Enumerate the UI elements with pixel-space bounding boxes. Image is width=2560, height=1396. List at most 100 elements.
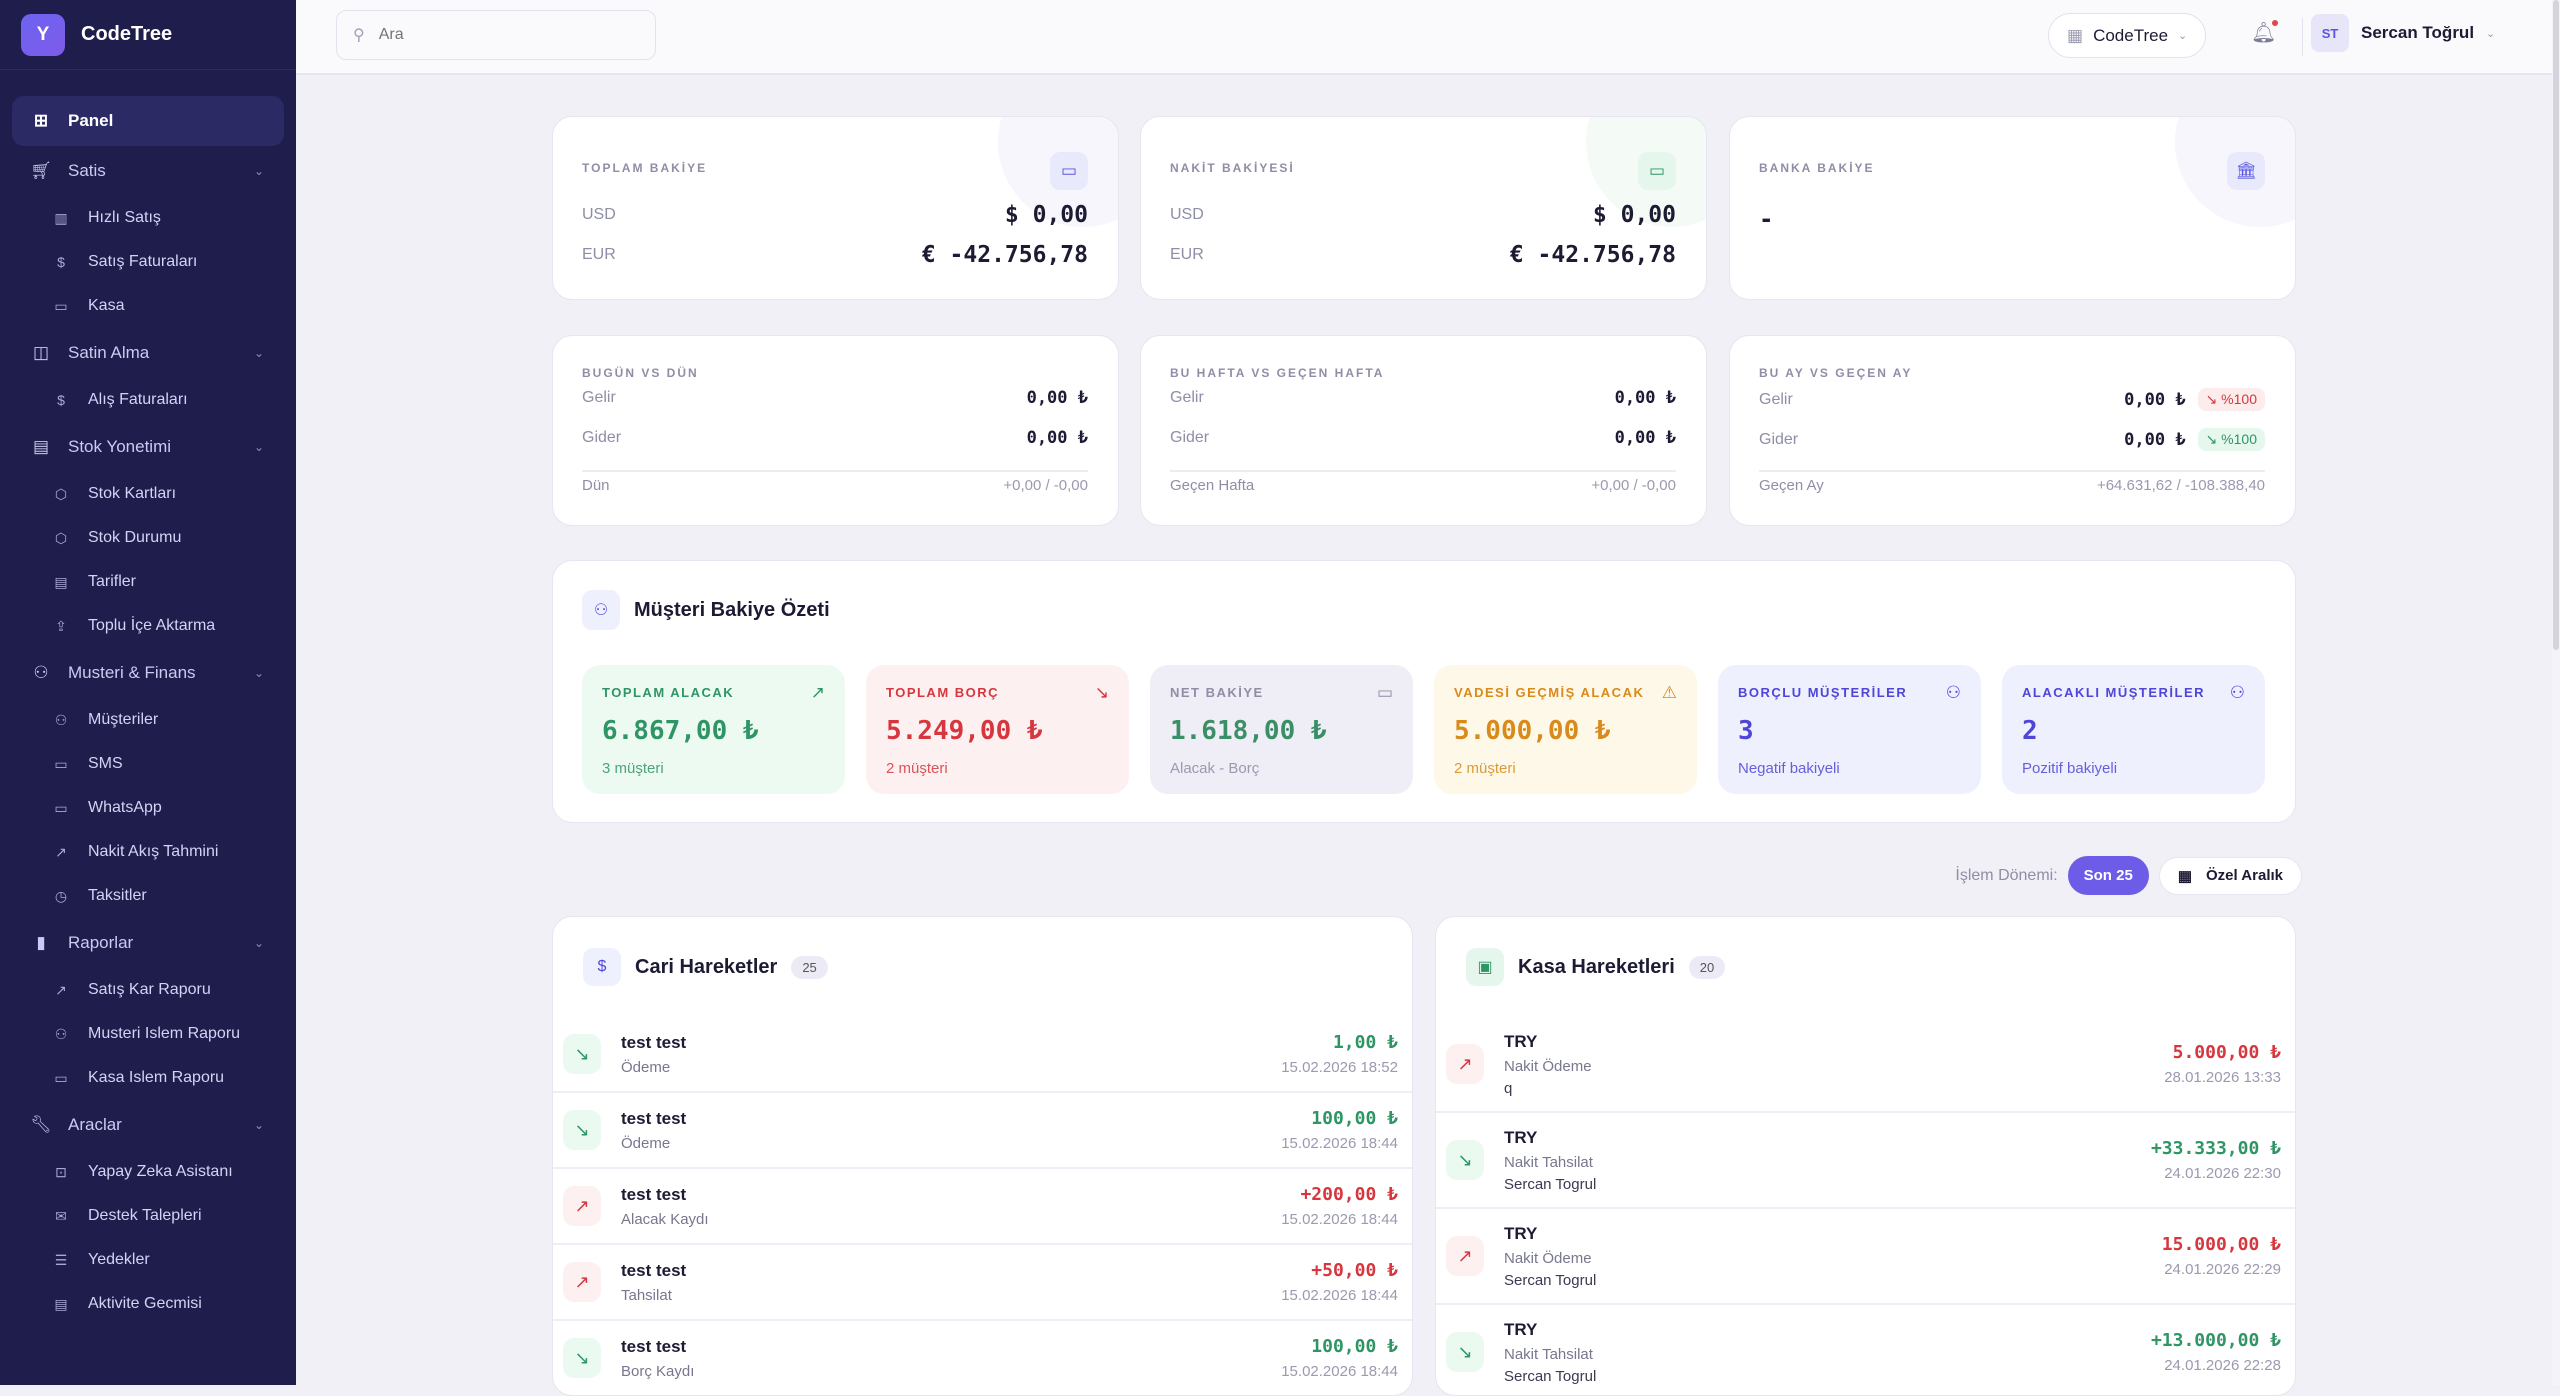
sidebar-subitem-yedekler[interactable]: ☰ Yedekler xyxy=(0,1238,296,1282)
sidebar-subitem-tarifler[interactable]: ▤ Tarifler xyxy=(0,560,296,604)
sidebar-item-musteri-finans[interactable]: ⚇ Musteri & Finans ⌄ xyxy=(12,648,284,698)
chevron-down-icon[interactable]: ⌄ xyxy=(253,440,264,454)
transaction-info: TRY Nakit Tahsilat Sercan Togrul xyxy=(1504,1128,2151,1193)
summary-label: VADESİ GEÇMİŞ ALACAK xyxy=(1454,685,1645,700)
sidebar-subitem-yapay-zeka-asistan-[interactable]: ⊡ Yapay Zeka Asistanı xyxy=(0,1150,296,1194)
sidebar-subitem-kasa-islem-raporu[interactable]: ▭ Kasa Islem Raporu xyxy=(0,1056,296,1100)
sidebar-subitem-aktivite-gecmisi[interactable]: ▤ Aktivite Gecmisi xyxy=(0,1282,296,1326)
transaction-name: test test xyxy=(621,1184,687,1204)
sidebar-subitem-stok-durumu[interactable]: ⬡ Stok Durumu xyxy=(0,516,296,560)
transaction-type: Ödeme xyxy=(621,1058,671,1076)
transaction-type: Alacak Kaydı xyxy=(621,1210,709,1228)
transaction-date: 15.02.2026 18:44 xyxy=(1281,1363,1398,1380)
sidebar-subitem-nakit-ak-tahmini[interactable]: ↗ Nakit Akış Tahmini xyxy=(0,830,296,874)
chevron-down-icon[interactable]: ⌄ xyxy=(253,346,264,360)
transaction-row[interactable]: ↘ TRY Nakit Tahsilat Sercan Togrul +13.000,0… xyxy=(1436,1305,2295,1395)
change-badge: ↘ %100 xyxy=(2197,388,2265,411)
summary-card[interactable]: TOPLAM ALACAK ↗ 6.867,00 ₺ 3 müşteri xyxy=(582,665,845,794)
transaction-name: TRY xyxy=(1504,1223,1538,1243)
summary-card[interactable]: TOPLAM BORÇ ↘ 5.249,00 ₺ 2 müşteri xyxy=(866,665,1129,794)
summary-card[interactable]: ALACAKLI MÜŞTERİLER ⚇ 2 Pozitif bakiyeli xyxy=(2002,665,2265,794)
summary-icon: ⚇ xyxy=(2229,683,2245,702)
transaction-info: test test Ödeme xyxy=(621,1109,1281,1152)
sidebar-subitem-m-teriler[interactable]: ⚇ Müşteriler xyxy=(0,698,296,742)
chevron-down-icon[interactable]: ⌄ xyxy=(253,164,264,178)
sidebar-item-raporlar[interactable]: ▮ Raporlar ⌄ xyxy=(12,918,284,968)
transaction-row[interactable]: ↗ test test Tahsilat +50,00 ₺ 15.02.2026 18:… xyxy=(553,1245,1412,1321)
chevron-down-icon[interactable]: ⌄ xyxy=(253,936,264,950)
summary-subtext: Pozitif bakiyeli xyxy=(2022,760,2118,777)
users-icon: ⚇ xyxy=(33,663,49,682)
sidebar-subitem-musteri-islem-raporu[interactable]: ⚇ Musteri Islem Raporu xyxy=(0,1012,296,1056)
sidebar-subitem-destek-talepleri[interactable]: ✉ Destek Talepleri xyxy=(0,1194,296,1238)
transaction-date: 24.01.2026 22:28 xyxy=(2164,1357,2281,1374)
sidebar-subitem-al-faturalar-[interactable]: $ Alış Faturaları xyxy=(0,378,296,422)
expense-label: Gider xyxy=(1759,430,1799,448)
transaction-info: test test Alacak Kaydı xyxy=(621,1185,1281,1228)
sidebar-item-stok-yonetimi[interactable]: ▤ Stok Yonetimi ⌄ xyxy=(12,422,284,472)
income-amount: 0,00 ₺ xyxy=(1026,388,1088,408)
box-icon: ⬡ xyxy=(54,529,68,546)
last-25-button[interactable]: Son 25 xyxy=(2067,856,2149,895)
summary-card[interactable]: BORÇLU MÜŞTERİLER ⚇ 3 Negatif bakiyeli xyxy=(1718,665,1981,794)
custom-range-button[interactable]: ▦ Özel Aralık xyxy=(2158,856,2302,895)
chevron-down-icon[interactable]: ⌄ xyxy=(253,1118,264,1132)
avatar: ST xyxy=(2311,14,2349,52)
previous-row: Geçen Ay +64.631,62 / -108.388,40 xyxy=(1759,477,2265,494)
expense-amount: 0,00 ₺ xyxy=(1026,428,1088,448)
sidebar-subitem-sat-kar-raporu[interactable]: ↗ Satış Kar Raporu xyxy=(0,968,296,1012)
transaction-row[interactable]: ↘ test test Ödeme 100,00 ₺ 15.02.2026 18:44 xyxy=(553,1093,1412,1169)
sidebar-subitem-sat-faturalar-[interactable]: $ Satış Faturaları xyxy=(0,240,296,284)
period-label: İşlem Dönemi: xyxy=(1955,866,2058,884)
income-row: Gelir 0,00 ₺ xyxy=(1170,388,1676,408)
transaction-row[interactable]: ↘ test test Borç Kaydı 100,00 ₺ 15.02.2026 1… xyxy=(553,1321,1412,1395)
summary-label: BORÇLU MÜŞTERİLER xyxy=(1738,685,1908,700)
previous-row: Geçen Hafta +0,00 / -0,00 xyxy=(1170,477,1676,494)
company-selector[interactable]: ▦ CodeTree ⌄ xyxy=(2048,13,2207,58)
card-label: TOPLAM BAKİYE xyxy=(582,161,708,175)
transaction-row[interactable]: ↗ TRY Nakit Ödeme Sercan Togrul 15.000,00 ₺ 2… xyxy=(1436,1209,2295,1305)
notifications-button[interactable]: 🔔︎ xyxy=(2251,20,2279,45)
transaction-row[interactable]: ↗ TRY Nakit Ödeme q 5.000,00 ₺ 28.01.2026 13:… xyxy=(1436,1017,2295,1113)
sidebar-item-label: Taksitler xyxy=(88,887,147,904)
page-scrollbar[interactable] xyxy=(2552,0,2560,1385)
summary-card[interactable]: NET BAKİYE ▭ 1.618,00 ₺ Alacak - Borç xyxy=(1150,665,1413,794)
chevron-down-icon: ⌄ xyxy=(2486,27,2496,40)
bank-icon: 🏛︎ xyxy=(2227,152,2265,190)
section-title: Müşteri Bakiye Özeti xyxy=(634,598,830,621)
sidebar-item-panel[interactable]: ⊞ Panel xyxy=(12,96,284,146)
sidebar-subitem-sms[interactable]: ▭ SMS xyxy=(0,742,296,786)
sidebar-item-araclar[interactable]: 🔧︎ Araclar ⌄ xyxy=(12,1100,284,1150)
arrow-down-right-icon: ↘ xyxy=(563,1110,601,1150)
sidebar-subitem-taksitler[interactable]: ◷ Taksitler xyxy=(0,874,296,918)
transaction-row[interactable]: ↗ test test Alacak Kaydı +200,00 ₺ 15.02.202… xyxy=(553,1169,1412,1245)
sidebar-item-satis[interactable]: 🛒︎ Satis ⌄ xyxy=(12,146,284,196)
sidebar-subitem-h-zl-sat-[interactable]: ▥ Hızlı Satış xyxy=(0,196,296,240)
divider xyxy=(582,470,1088,472)
sidebar-item-satin-alma[interactable]: ◫ Satin Alma ⌄ xyxy=(12,328,284,378)
sidebar-subitem-stok-kartlar-[interactable]: ⬡ Stok Kartları xyxy=(0,472,296,516)
sidebar-subitem-kasa[interactable]: ▭ Kasa xyxy=(0,284,296,328)
brand[interactable]: Y CodeTree xyxy=(0,0,296,70)
transaction-row[interactable]: ↘ TRY Nakit Tahsilat Sercan Togrul +33.333,0… xyxy=(1436,1113,2295,1209)
period-filter: İşlem Dönemi: Son 25 ▦ Özel Aralık xyxy=(1955,856,2302,895)
summary-subtext: Negatif bakiyeli xyxy=(1738,760,1840,777)
scrollbar-thumb[interactable] xyxy=(2553,0,2559,650)
sidebar-subitem-whatsapp[interactable]: ▭ WhatsApp xyxy=(0,786,296,830)
transaction-amount: 5.000,00 ₺ xyxy=(2172,1042,2281,1063)
search-box[interactable]: ⚲ xyxy=(336,10,656,60)
transaction-type: Nakit Tahsilat xyxy=(1504,1345,1593,1363)
transaction-amount-block: 100,00 ₺ 15.02.2026 18:44 xyxy=(1281,1108,1398,1152)
panel-title: Kasa Hareketleri xyxy=(1518,955,1675,978)
sidebar-subitem-toplu-i-e-aktarma[interactable]: ⇪ Toplu İçe Aktarma xyxy=(0,604,296,648)
count-badge: 25 xyxy=(791,955,828,979)
summary-card[interactable]: VADESİ GEÇMİŞ ALACAK ⚠ 5.000,00 ₺ 2 müşteri xyxy=(1434,665,1697,794)
chevron-down-icon[interactable]: ⌄ xyxy=(253,666,264,680)
transaction-amount: 100,00 ₺ xyxy=(1311,1108,1398,1129)
arrow-up-right-icon: ↗ xyxy=(563,1186,601,1226)
sidebar-item-label: Nakit Akış Tahmini xyxy=(88,843,219,860)
account-transactions-panel: $ Cari Hareketler 25 ↘ test test Ödeme 1,00… xyxy=(552,916,1413,1396)
transaction-row[interactable]: ↘ test test Ödeme 1,00 ₺ 15.02.2026 18:52 xyxy=(553,1017,1412,1093)
search-input[interactable] xyxy=(378,26,629,44)
user-menu[interactable]: ST Sercan Toğrul ⌄ xyxy=(2311,14,2495,52)
